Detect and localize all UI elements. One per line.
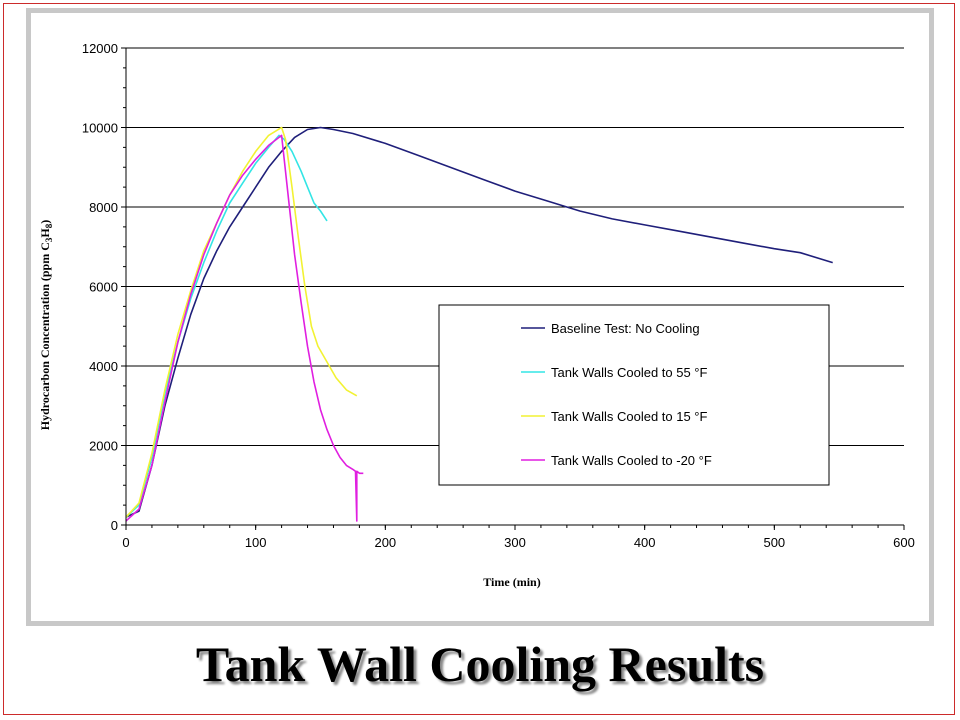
series-line-4 <box>125 134 364 522</box>
y-tick-label: 12000 <box>82 41 118 56</box>
series-lines <box>125 126 833 522</box>
series-line-1 <box>125 126 833 518</box>
slide-border <box>3 3 955 715</box>
axes <box>121 47 905 530</box>
legend-label-2: Tank Walls Cooled to 55 °F <box>551 365 708 380</box>
x-tick-label: 200 <box>374 535 396 550</box>
y-tick-label: 10000 <box>82 121 118 136</box>
slide-title: Tank Wall Cooling Results <box>195 636 765 692</box>
y-tick-label: 4000 <box>89 359 118 374</box>
x-tick-label: 600 <box>893 535 915 550</box>
line-chart: 0 2000 4000 6000 8000 10000 12000 0 100 200 300 40… <box>38 41 915 589</box>
series-line-3 <box>125 126 358 518</box>
legend-box <box>438 304 830 486</box>
y-tick-label: 8000 <box>89 200 118 215</box>
x-tick-label: 0 <box>122 535 129 550</box>
chart-frame: 0 2000 4000 6000 8000 10000 12000 0 100 200 300 40… <box>26 8 934 626</box>
y-axis-title: Hydrocarbon Concentration (ppm C3H8) <box>38 220 54 430</box>
x-tick-label: 500 <box>763 535 785 550</box>
chart-area: 0 2000 4000 6000 8000 10000 12000 0 100 200 300 40… <box>31 13 929 621</box>
y-tick-label: 2000 <box>89 439 118 454</box>
y-tick-labels: 0 2000 4000 6000 8000 10000 12000 <box>82 41 118 533</box>
x-tick-label: 300 <box>504 535 526 550</box>
x-tick-label: 400 <box>634 535 656 550</box>
series-line-2 <box>125 134 328 518</box>
x-tick-labels: 0 100 200 300 400 500 600 <box>122 535 914 550</box>
x-tick-label: 100 <box>245 535 267 550</box>
y-tick-label: 6000 <box>89 280 118 295</box>
legend-label-4: Tank Walls Cooled to -20 °F <box>551 453 712 468</box>
legend: Baseline Test: No Cooling Tank Walls Cool… <box>438 304 830 486</box>
legend-label-3: Tank Walls Cooled to 15 °F <box>551 409 708 424</box>
y-tick-label: 0 <box>111 518 118 533</box>
legend-label-1: Baseline Test: No Cooling <box>551 321 700 336</box>
x-axis-title: Time (min) <box>483 575 540 589</box>
